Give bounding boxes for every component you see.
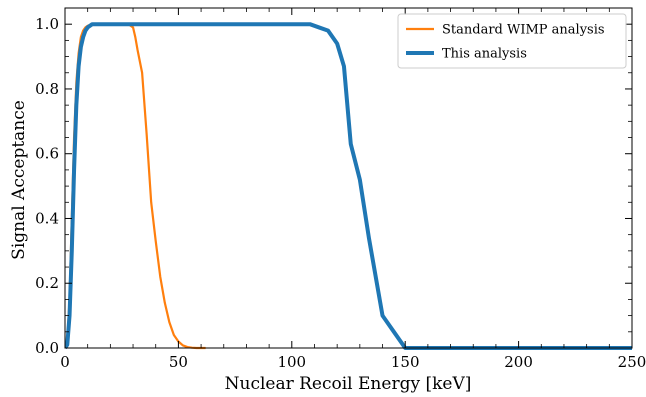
legend-label: Standard WIMP analysis xyxy=(442,23,605,38)
legend-box xyxy=(397,13,627,69)
y-tick-label: 0.2 xyxy=(35,274,59,292)
x-tick-label: 250 xyxy=(618,353,646,371)
y-tick-label: 0.0 xyxy=(35,339,59,357)
x-tick-label: 100 xyxy=(277,353,306,371)
legend: Standard WIMP analysis This analysis xyxy=(397,13,627,69)
plot-frame xyxy=(64,7,633,349)
x-axis-label: Nuclear Recoil Energy [keV] xyxy=(225,374,472,394)
x-tick-label: 0 xyxy=(60,353,70,371)
x-tick-label: 150 xyxy=(391,353,420,371)
series-layer xyxy=(65,22,632,350)
y-tick-label: 0.6 xyxy=(35,145,59,163)
y-tick-label: 0.4 xyxy=(35,209,59,227)
x-tick-label: 50 xyxy=(169,353,188,371)
x-tick-label: 200 xyxy=(504,353,533,371)
y-tick-label: 1.0 xyxy=(35,15,59,33)
y-tick-label: 0.8 xyxy=(35,80,59,98)
legend-label: This analysis xyxy=(442,47,527,62)
series-line-2 xyxy=(65,22,632,350)
axes-layer: 0 50 100 150 200 250 0.0 0.2 0.4 0.6 0.8 1.0 xyxy=(35,7,646,371)
y-axis-label: Signal Acceptance xyxy=(9,100,29,260)
series-line-1 xyxy=(65,23,206,350)
